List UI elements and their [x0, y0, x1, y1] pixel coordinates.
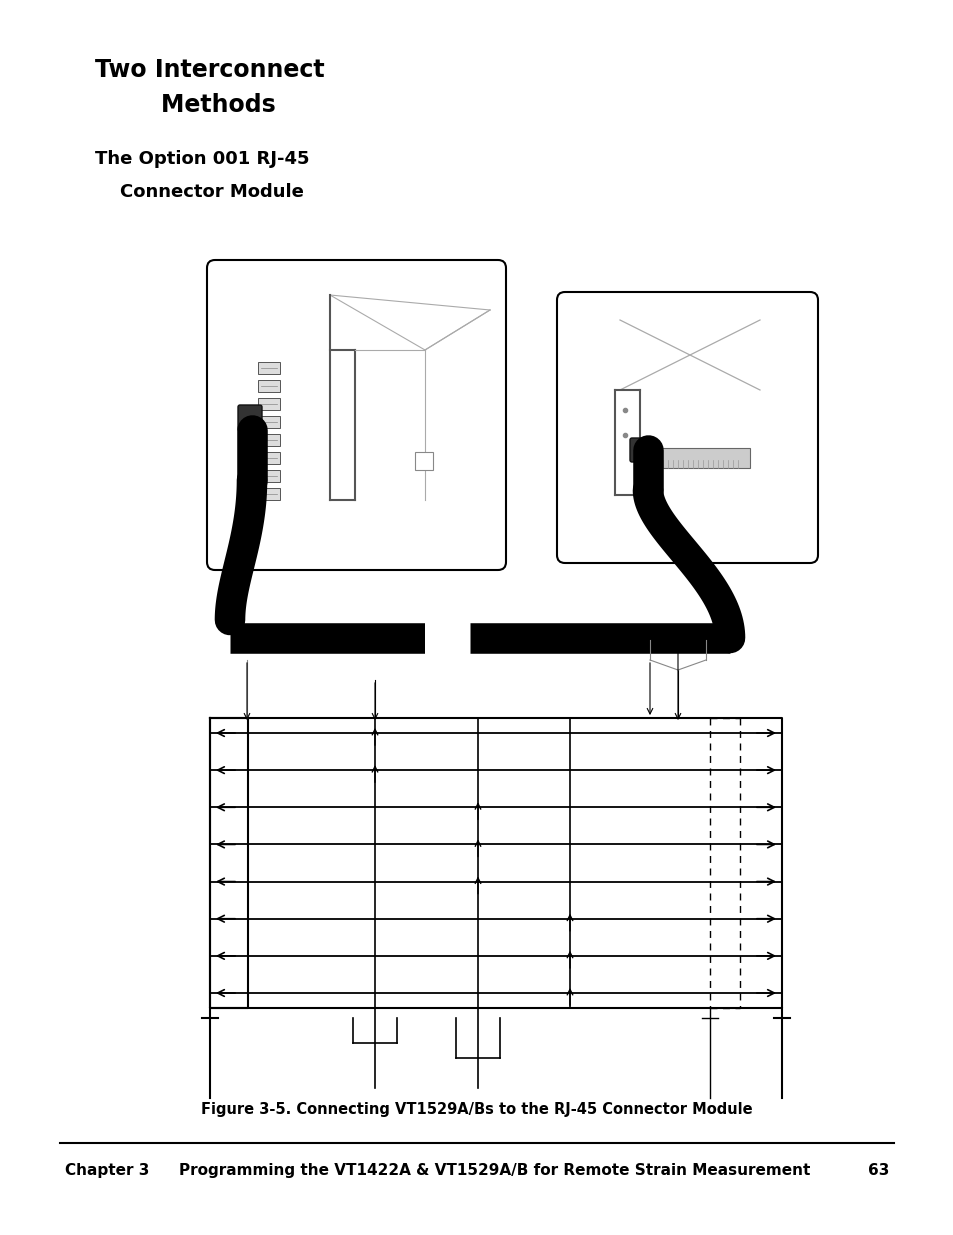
- FancyBboxPatch shape: [557, 291, 817, 563]
- Bar: [257, 362, 280, 374]
- Text: Methods: Methods: [95, 93, 275, 117]
- Bar: [257, 433, 280, 446]
- Bar: [257, 488, 280, 500]
- Text: Chapter 3: Chapter 3: [65, 1163, 150, 1178]
- Bar: [415, 452, 433, 471]
- Text: Programming the VT1422A & VT1529A/B for Remote Strain Measurement: Programming the VT1422A & VT1529A/B for …: [179, 1163, 810, 1178]
- Bar: [257, 398, 280, 410]
- Text: 63: 63: [866, 1163, 888, 1178]
- Bar: [649, 448, 749, 468]
- Bar: [257, 380, 280, 391]
- Bar: [257, 471, 280, 482]
- FancyBboxPatch shape: [237, 405, 262, 431]
- FancyBboxPatch shape: [629, 438, 651, 462]
- FancyBboxPatch shape: [207, 261, 505, 571]
- Text: The Option 001 RJ-45: The Option 001 RJ-45: [95, 149, 309, 168]
- Bar: [257, 416, 280, 429]
- Text: Figure 3-5. Connecting VT1529A/Bs to the RJ-45 Connector Module: Figure 3-5. Connecting VT1529A/Bs to the…: [201, 1102, 752, 1116]
- Text: Connector Module: Connector Module: [95, 183, 304, 201]
- Bar: [257, 452, 280, 464]
- Text: Two Interconnect: Two Interconnect: [95, 58, 324, 82]
